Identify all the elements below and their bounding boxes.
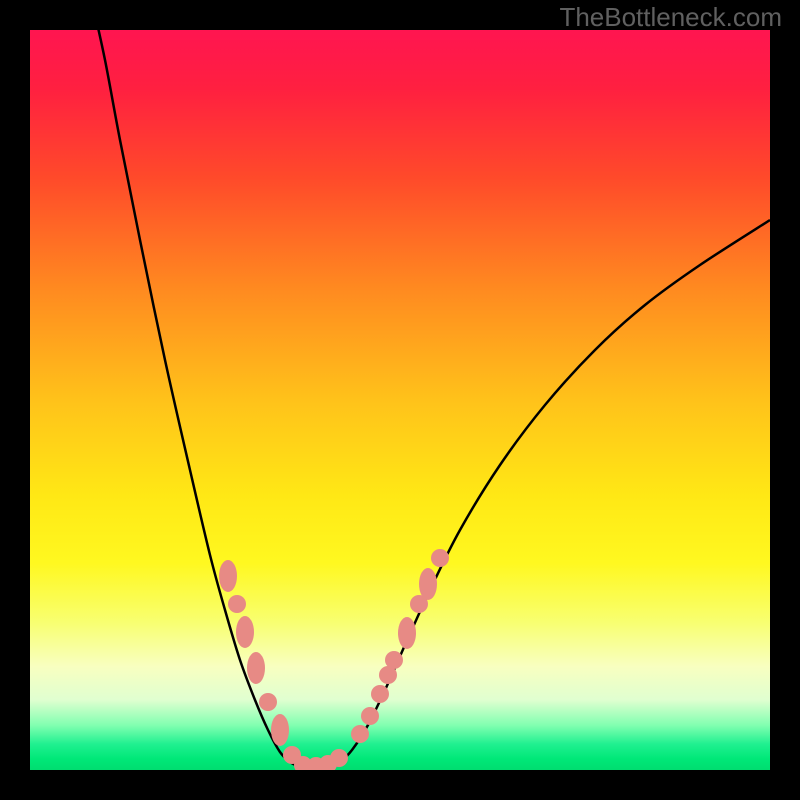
data-bead — [385, 651, 403, 669]
data-bead — [259, 693, 277, 711]
data-bead — [236, 616, 254, 648]
data-bead — [371, 685, 389, 703]
data-bead — [247, 652, 265, 684]
watermark-text: TheBottleneck.com — [559, 2, 782, 33]
data-bead — [271, 714, 289, 746]
data-bead — [228, 595, 246, 613]
data-bead — [219, 560, 237, 592]
data-bead — [419, 568, 437, 600]
data-bead — [398, 617, 416, 649]
data-bead — [330, 749, 348, 767]
data-bead — [361, 707, 379, 725]
data-bead — [351, 725, 369, 743]
data-bead — [431, 549, 449, 567]
